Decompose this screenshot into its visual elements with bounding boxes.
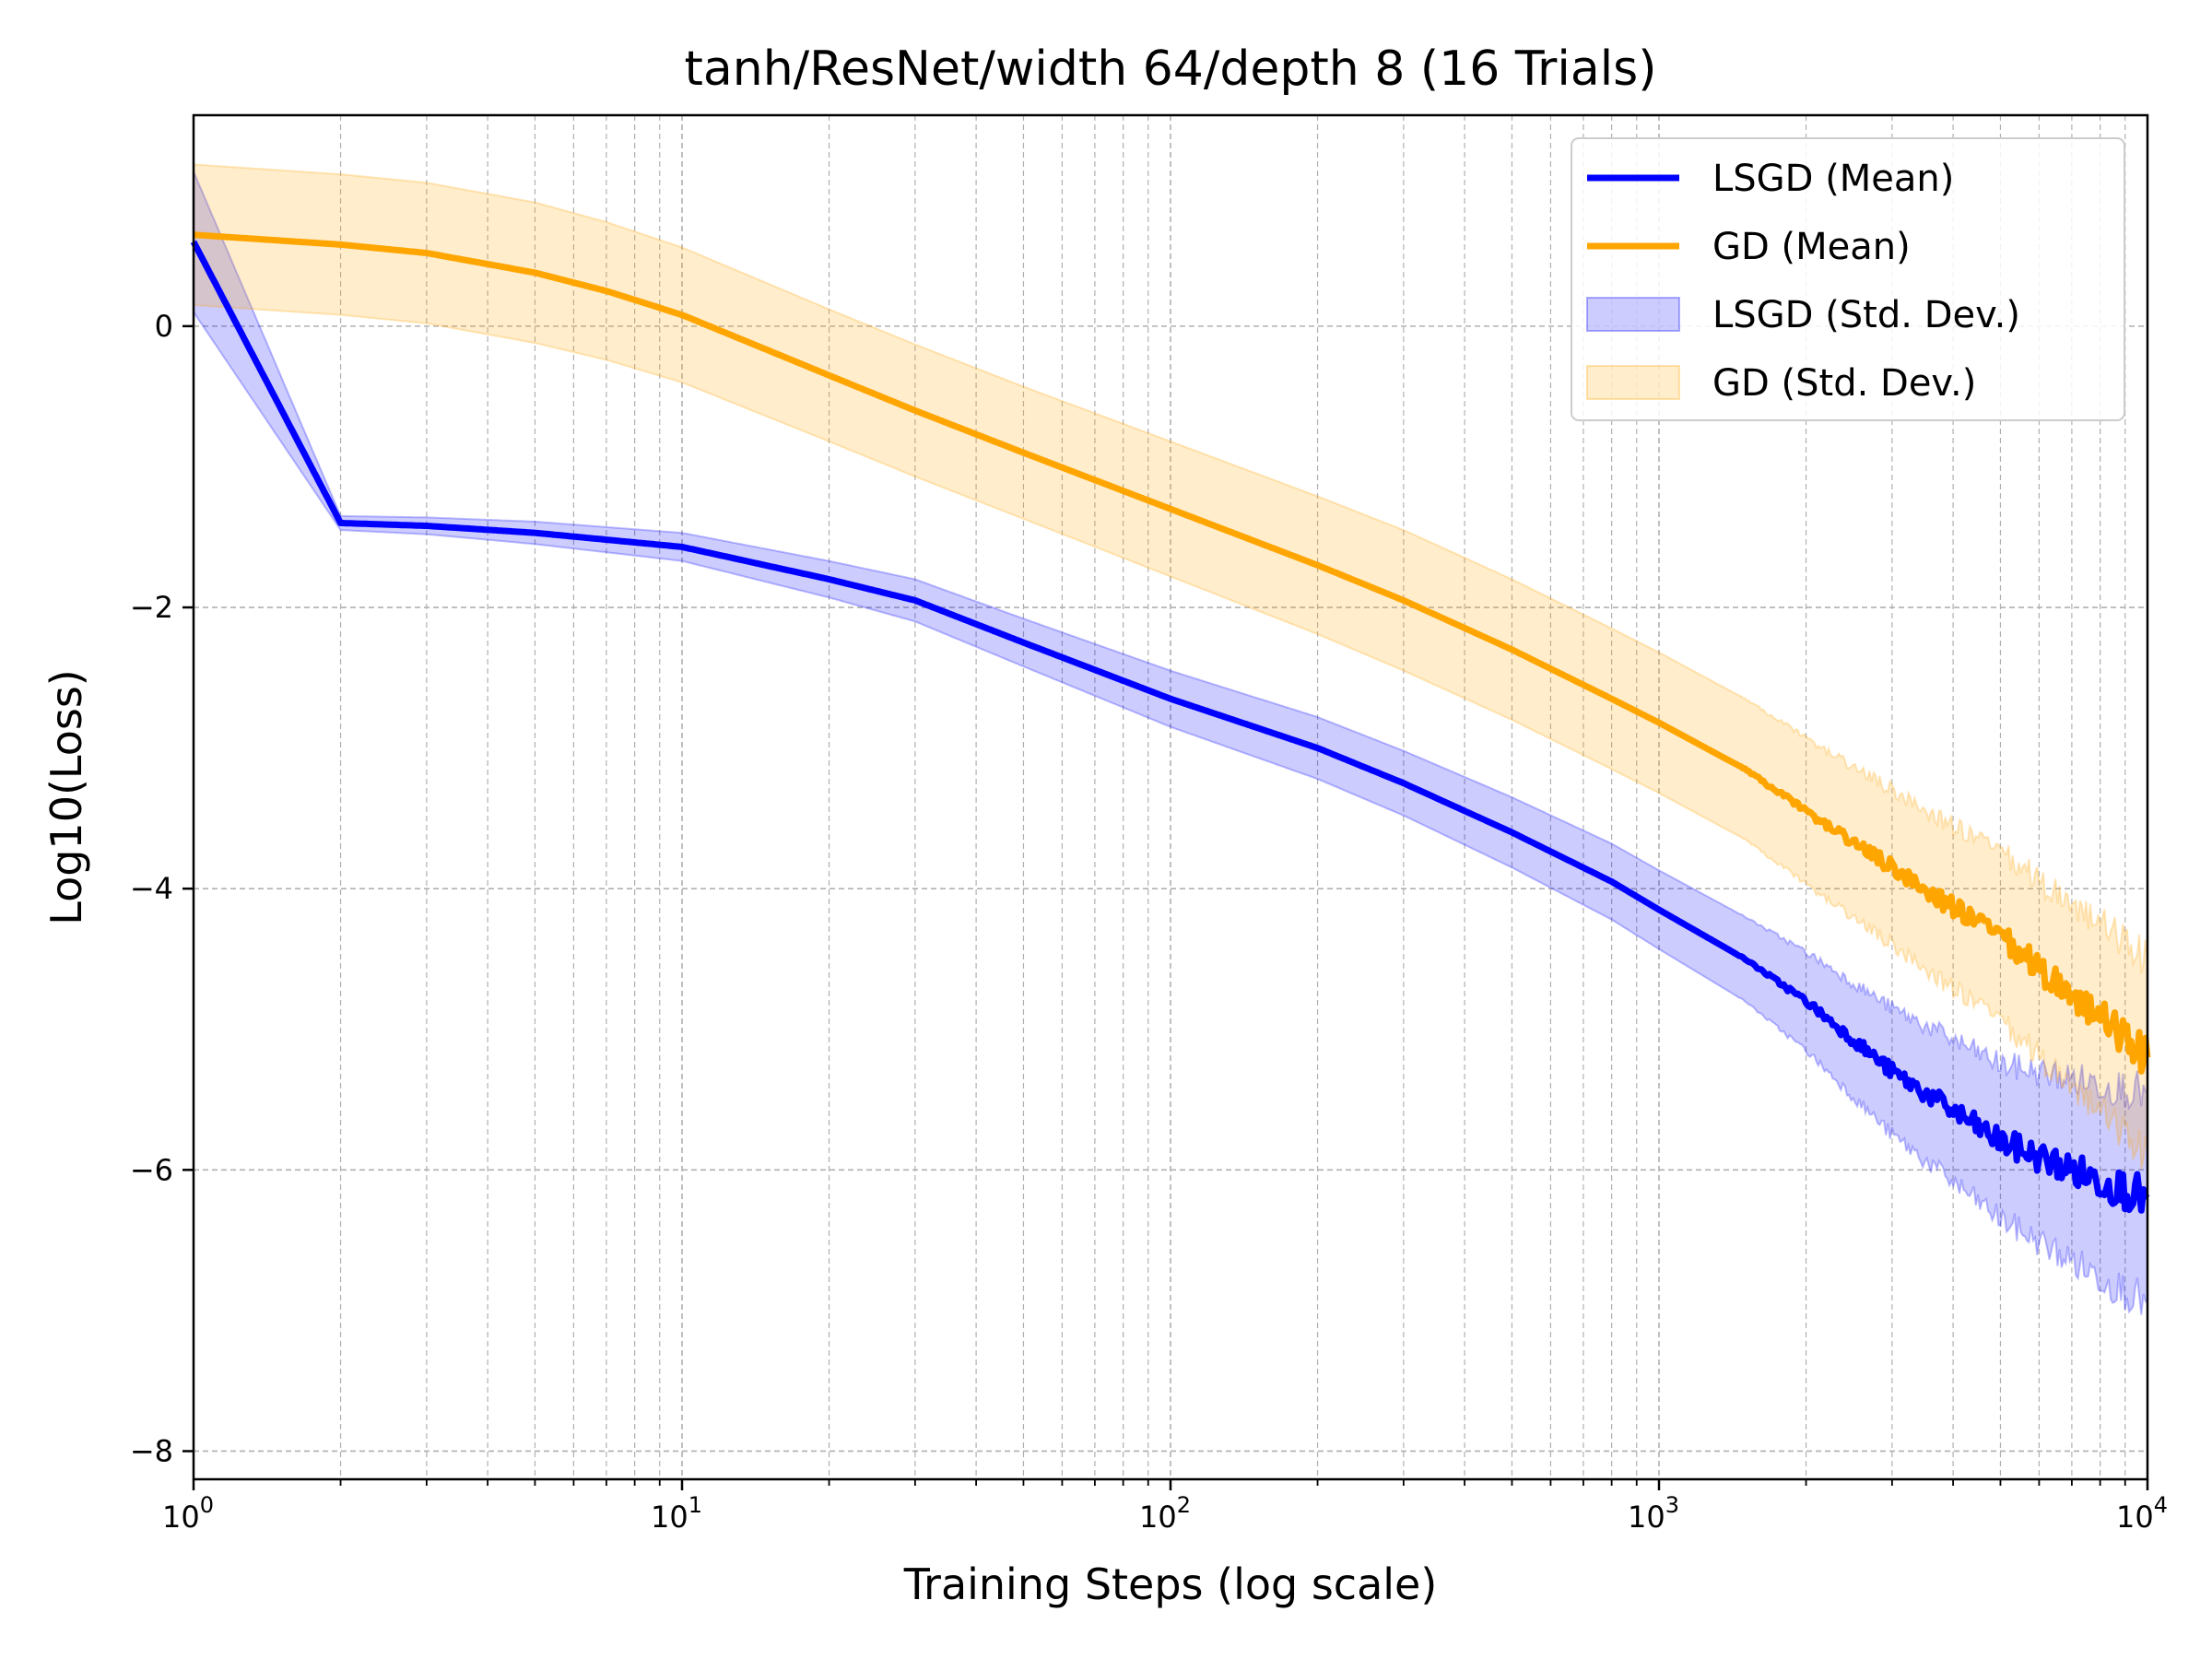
legend-swatch-band: [1586, 365, 1680, 400]
y-tick-label: −8: [130, 1433, 173, 1468]
x-axis-label: Training Steps (log scale): [903, 1559, 1438, 1609]
legend-swatch-band: [1586, 297, 1680, 332]
gd-mean-line: [192, 231, 2151, 1075]
y-axis-label: Log10(Loss): [41, 669, 91, 924]
x-tick-label: 101: [651, 1492, 702, 1535]
y-tick-label: −2: [130, 590, 173, 625]
axis-ticks: 100 101 102 103 104 0 −2 −4 −6 −8: [130, 309, 2168, 1535]
legend: LSGD (Mean) GD (Mean) LSGD (Std. Dev.) GD (…: [1571, 137, 2125, 421]
x-tick-label: 102: [1139, 1492, 1191, 1535]
chart-title: tanh/ResNet/width 64/depth 8 (16 Trials): [684, 41, 1656, 97]
mean-lines: [190, 231, 2151, 1214]
x-tick-label: 100: [162, 1492, 214, 1535]
legend-label: GD (Mean): [1712, 226, 1911, 268]
legend-label: GD (Std. Dev.): [1712, 362, 1976, 405]
y-tick-label: −4: [130, 871, 173, 906]
y-tick-label: 0: [155, 309, 173, 344]
y-tick-label: −6: [130, 1152, 173, 1187]
x-tick-label: 103: [1628, 1492, 1679, 1535]
legend-label: LSGD (Mean): [1712, 158, 1954, 200]
legend-box: [1571, 137, 2125, 421]
x-tick-label: 104: [2116, 1492, 2168, 1535]
legend-label: LSGD (Std. Dev.): [1712, 294, 2020, 336]
grid: [193, 115, 2147, 1479]
lsgd-mean-line: [190, 240, 2150, 1214]
